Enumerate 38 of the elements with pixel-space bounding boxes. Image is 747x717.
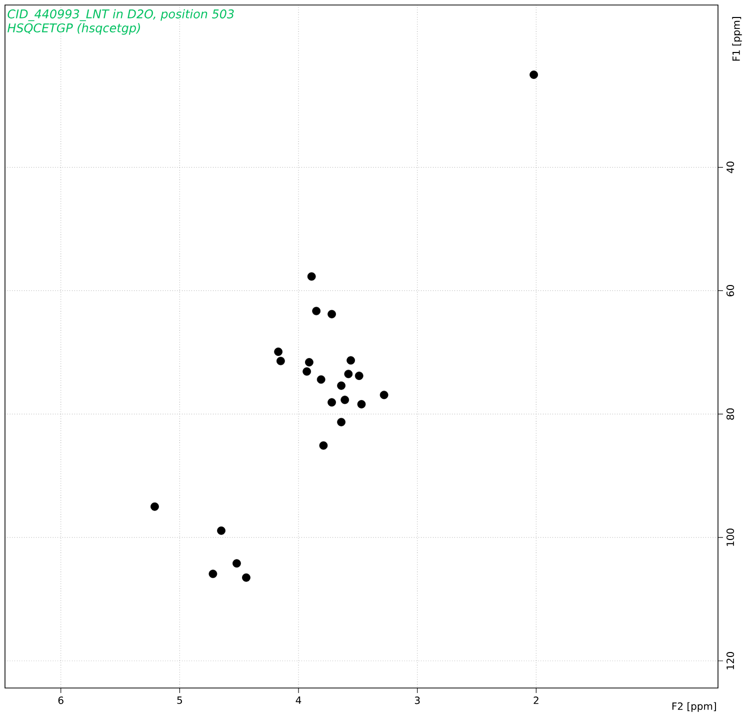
y-tick-label: 120	[726, 652, 734, 670]
point	[337, 418, 346, 426]
x-tick-label: 3	[414, 696, 420, 704]
y-tick-label: 60	[726, 284, 734, 296]
point	[380, 390, 388, 400]
point	[307, 272, 316, 281]
point	[346, 356, 355, 365]
point	[340, 396, 350, 404]
point	[316, 375, 326, 384]
point	[305, 358, 314, 366]
x-tick-label: 4	[296, 696, 302, 704]
x-tick-label: 2	[534, 696, 538, 704]
point	[242, 573, 250, 582]
x-axis-title: F2 [ppm]	[672, 702, 716, 712]
point	[354, 372, 364, 380]
point	[344, 370, 353, 378]
point	[357, 400, 366, 408]
x-tick-label: 6	[58, 696, 64, 704]
y-tick-label: 80	[726, 408, 734, 420]
point	[337, 381, 346, 390]
point	[276, 356, 285, 366]
y-tick-label: 100	[726, 528, 734, 546]
y-tick-label: 40	[726, 162, 734, 174]
point	[530, 70, 538, 79]
point	[328, 310, 336, 318]
point	[217, 526, 226, 535]
point	[302, 367, 312, 376]
point	[232, 559, 241, 568]
chart-title: CID_440993_LNT in D2O, position 503	[8, 9, 234, 22]
point	[208, 570, 218, 578]
point	[319, 441, 328, 450]
point	[274, 348, 283, 356]
point	[328, 398, 336, 407]
text: HSQCETGP (hsqcetgp)	[8, 23, 140, 35]
point	[150, 502, 159, 511]
x-tick-label: 5	[177, 696, 182, 704]
point	[312, 306, 321, 316]
y-axis-title: F1 [ppm]	[732, 17, 742, 61]
